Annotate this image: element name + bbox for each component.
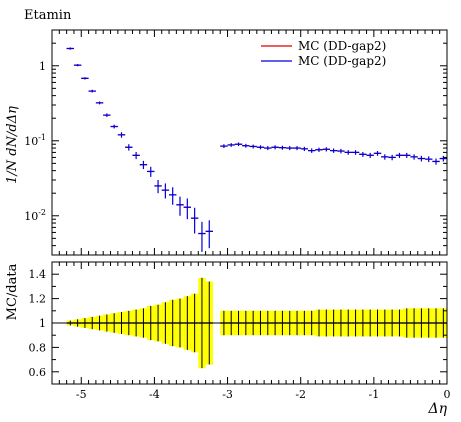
- upper-marks: [66, 47, 447, 252]
- y-tick-label: 1.2: [29, 293, 47, 306]
- x-tick-label: 0: [444, 388, 451, 401]
- chart-title: Etamin: [24, 8, 72, 23]
- ratio-x-ticks: -5 -4 -3 -2 -1 0: [51, 262, 451, 401]
- y-tick-label: 1: [39, 317, 46, 330]
- legend-label-mc1: MC (DD-gap2): [298, 39, 386, 53]
- y-tick-label: 0.6: [29, 366, 47, 379]
- x-tick-label: -4: [149, 388, 160, 401]
- upper-x-ticks: [51, 30, 448, 255]
- upper-y-axis-label: 1/N dN/dΔη: [5, 106, 20, 184]
- y-tick-label: 1: [39, 60, 46, 73]
- ratio-y-axis-label: MC/data: [5, 263, 20, 320]
- x-axis-label: Δη: [428, 401, 448, 417]
- ratio-panel: 0.6 0.8 1 1.2 1.4 -5 -4 -3 -2 -1 0 MC/data: [5, 261, 451, 401]
- x-tick-label: -3: [222, 388, 233, 401]
- ratio-y-ticks: 0.6 0.8 1 1.2 1.4: [29, 261, 447, 385]
- upper-panel: 10-2 10-1 1 1/N dN/dΔη MC (DD-gap2) MC (DD…: [5, 29, 448, 256]
- y-tick-label: 10-1: [24, 133, 46, 148]
- upper-frame: [51, 29, 448, 256]
- legend-label-mc2: MC (DD-gap2): [298, 54, 386, 68]
- x-tick-label: -2: [295, 388, 306, 401]
- y-tick-label: 0.8: [29, 341, 47, 354]
- x-tick-label: -1: [368, 388, 379, 401]
- y-tick-label: 1.4: [29, 268, 47, 281]
- x-tick-label: -5: [76, 388, 87, 401]
- upper-y-ticks: 10-2 10-1 1: [24, 29, 447, 256]
- y-tick-label: 10-2: [24, 208, 46, 223]
- legend: MC (DD-gap2) MC (DD-gap2): [261, 39, 386, 68]
